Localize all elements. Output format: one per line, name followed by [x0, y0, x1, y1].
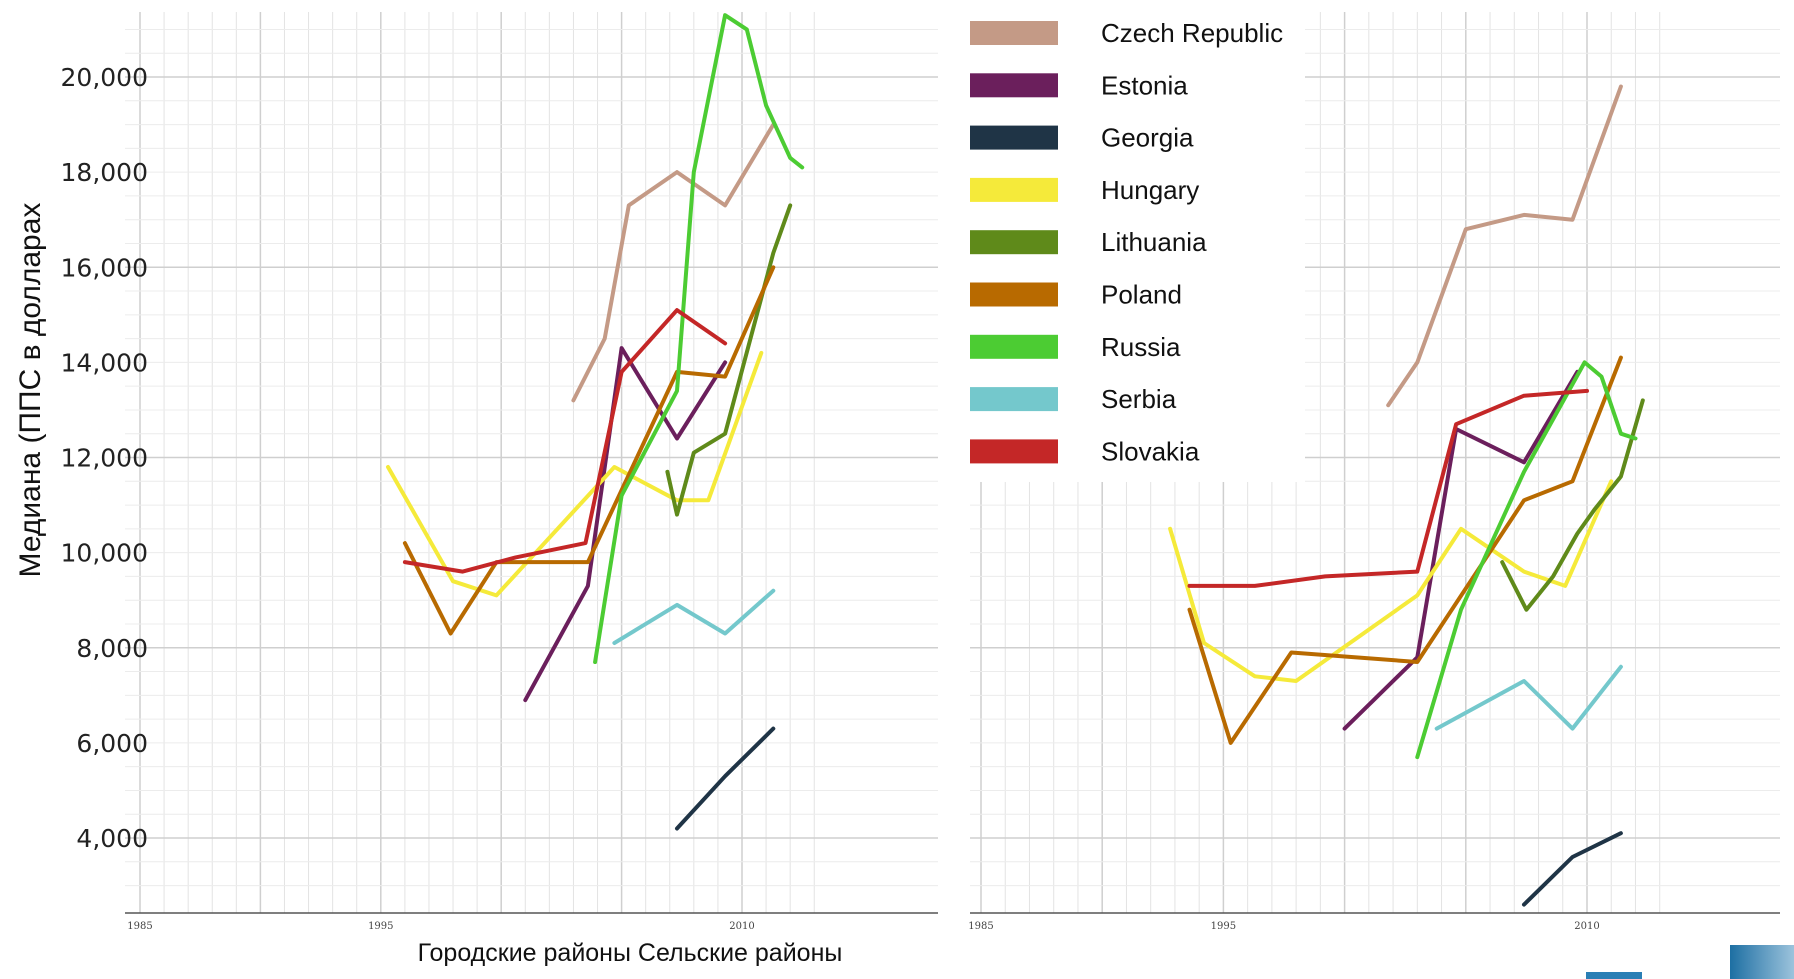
legend-swatch: [970, 334, 1058, 359]
y-tick-label: 6,000: [76, 729, 148, 758]
x-tick-label: 1985: [968, 921, 993, 932]
y-tick-label: 16,000: [61, 253, 148, 282]
legend-label: Serbia: [1101, 384, 1177, 414]
y-tick-label: 14,000: [61, 348, 148, 377]
series-line-urban-hungary: [386, 350, 764, 598]
legend-label: Estonia: [1101, 70, 1188, 100]
axes: 1985 1995 2010 1985 1995 2010 4,000 6,000 8,000 1…: [61, 63, 1780, 932]
legend-swatch: [970, 21, 1058, 45]
y-tick-label: 8,000: [76, 634, 148, 663]
series-line-urban-slovakia: [402, 308, 728, 574]
series-line-rural-slovakia: [1187, 388, 1589, 588]
x-tick-label: 1995: [368, 921, 393, 932]
axis-labels: Медиана (ППС в долларах Городские районы …: [14, 203, 1794, 979]
legend-swatch: [970, 177, 1058, 202]
series-line-urban-georgia: [675, 726, 776, 831]
series-line-urban-poland: [402, 265, 776, 636]
legend-label: Hungary: [1101, 175, 1199, 205]
grid: [0, 0, 1780, 930]
x-tick-label: 1995: [1211, 921, 1236, 932]
series-line-rural-estonia: [1342, 369, 1580, 731]
series-lines: [386, 13, 1645, 907]
series-line-rural-poland: [1187, 355, 1623, 745]
legend-swatch: [970, 387, 1058, 412]
series-line-urban-russia: [593, 13, 805, 664]
legend-swatch: [970, 439, 1058, 464]
y-tick-label: 10,000: [61, 539, 148, 568]
series-line-urban-serbia: [612, 588, 776, 645]
y-axis-band: [0, 0, 122, 930]
legend: Czech Republic Estonia Georgia Hungary Lithu…: [950, 12, 1305, 482]
corner-decoration: [1730, 945, 1794, 979]
y-tick-label: 20,000: [61, 63, 148, 92]
series-line-rural-russia: [1415, 360, 1638, 760]
series-line-rural-lithuania: [1500, 398, 1645, 612]
series-line-rural-czech-republic: [1386, 84, 1623, 408]
legend-label: Slovakia: [1101, 436, 1200, 466]
y-tick-label: 12,000: [61, 444, 148, 473]
x-axis-title: Городские районы Сельские районы: [418, 939, 843, 967]
legend-label: Georgia: [1101, 123, 1194, 153]
legend-label: Czech Republic: [1101, 18, 1283, 48]
legend-label: Lithuania: [1101, 227, 1207, 257]
legend-swatch: [970, 230, 1058, 255]
series-line-urban-czech-republic: [571, 122, 776, 403]
legend-swatch: [970, 282, 1058, 307]
legend-label: Poland: [1101, 280, 1182, 310]
series-line-rural-hungary: [1168, 479, 1614, 683]
series-line-rural-serbia: [1434, 664, 1623, 731]
x-tick-label: 2010: [1574, 921, 1599, 932]
x-tick-label: 2010: [729, 921, 754, 932]
legend-swatch: [970, 125, 1058, 150]
y-tick-label: 18,000: [61, 158, 148, 187]
x-tick-label: 1985: [127, 921, 152, 932]
series-line-urban-lithuania: [665, 203, 793, 517]
series-line-rural-georgia: [1522, 831, 1623, 907]
y-tick-label: 4,000: [76, 824, 148, 853]
series-line-urban-estonia: [523, 346, 728, 703]
y-axis-title: Медиана (ППС в долларах: [14, 203, 47, 578]
legend-swatch: [970, 73, 1058, 98]
corner-decoration-small: [1586, 972, 1642, 979]
legend-label: Russia: [1101, 332, 1181, 362]
